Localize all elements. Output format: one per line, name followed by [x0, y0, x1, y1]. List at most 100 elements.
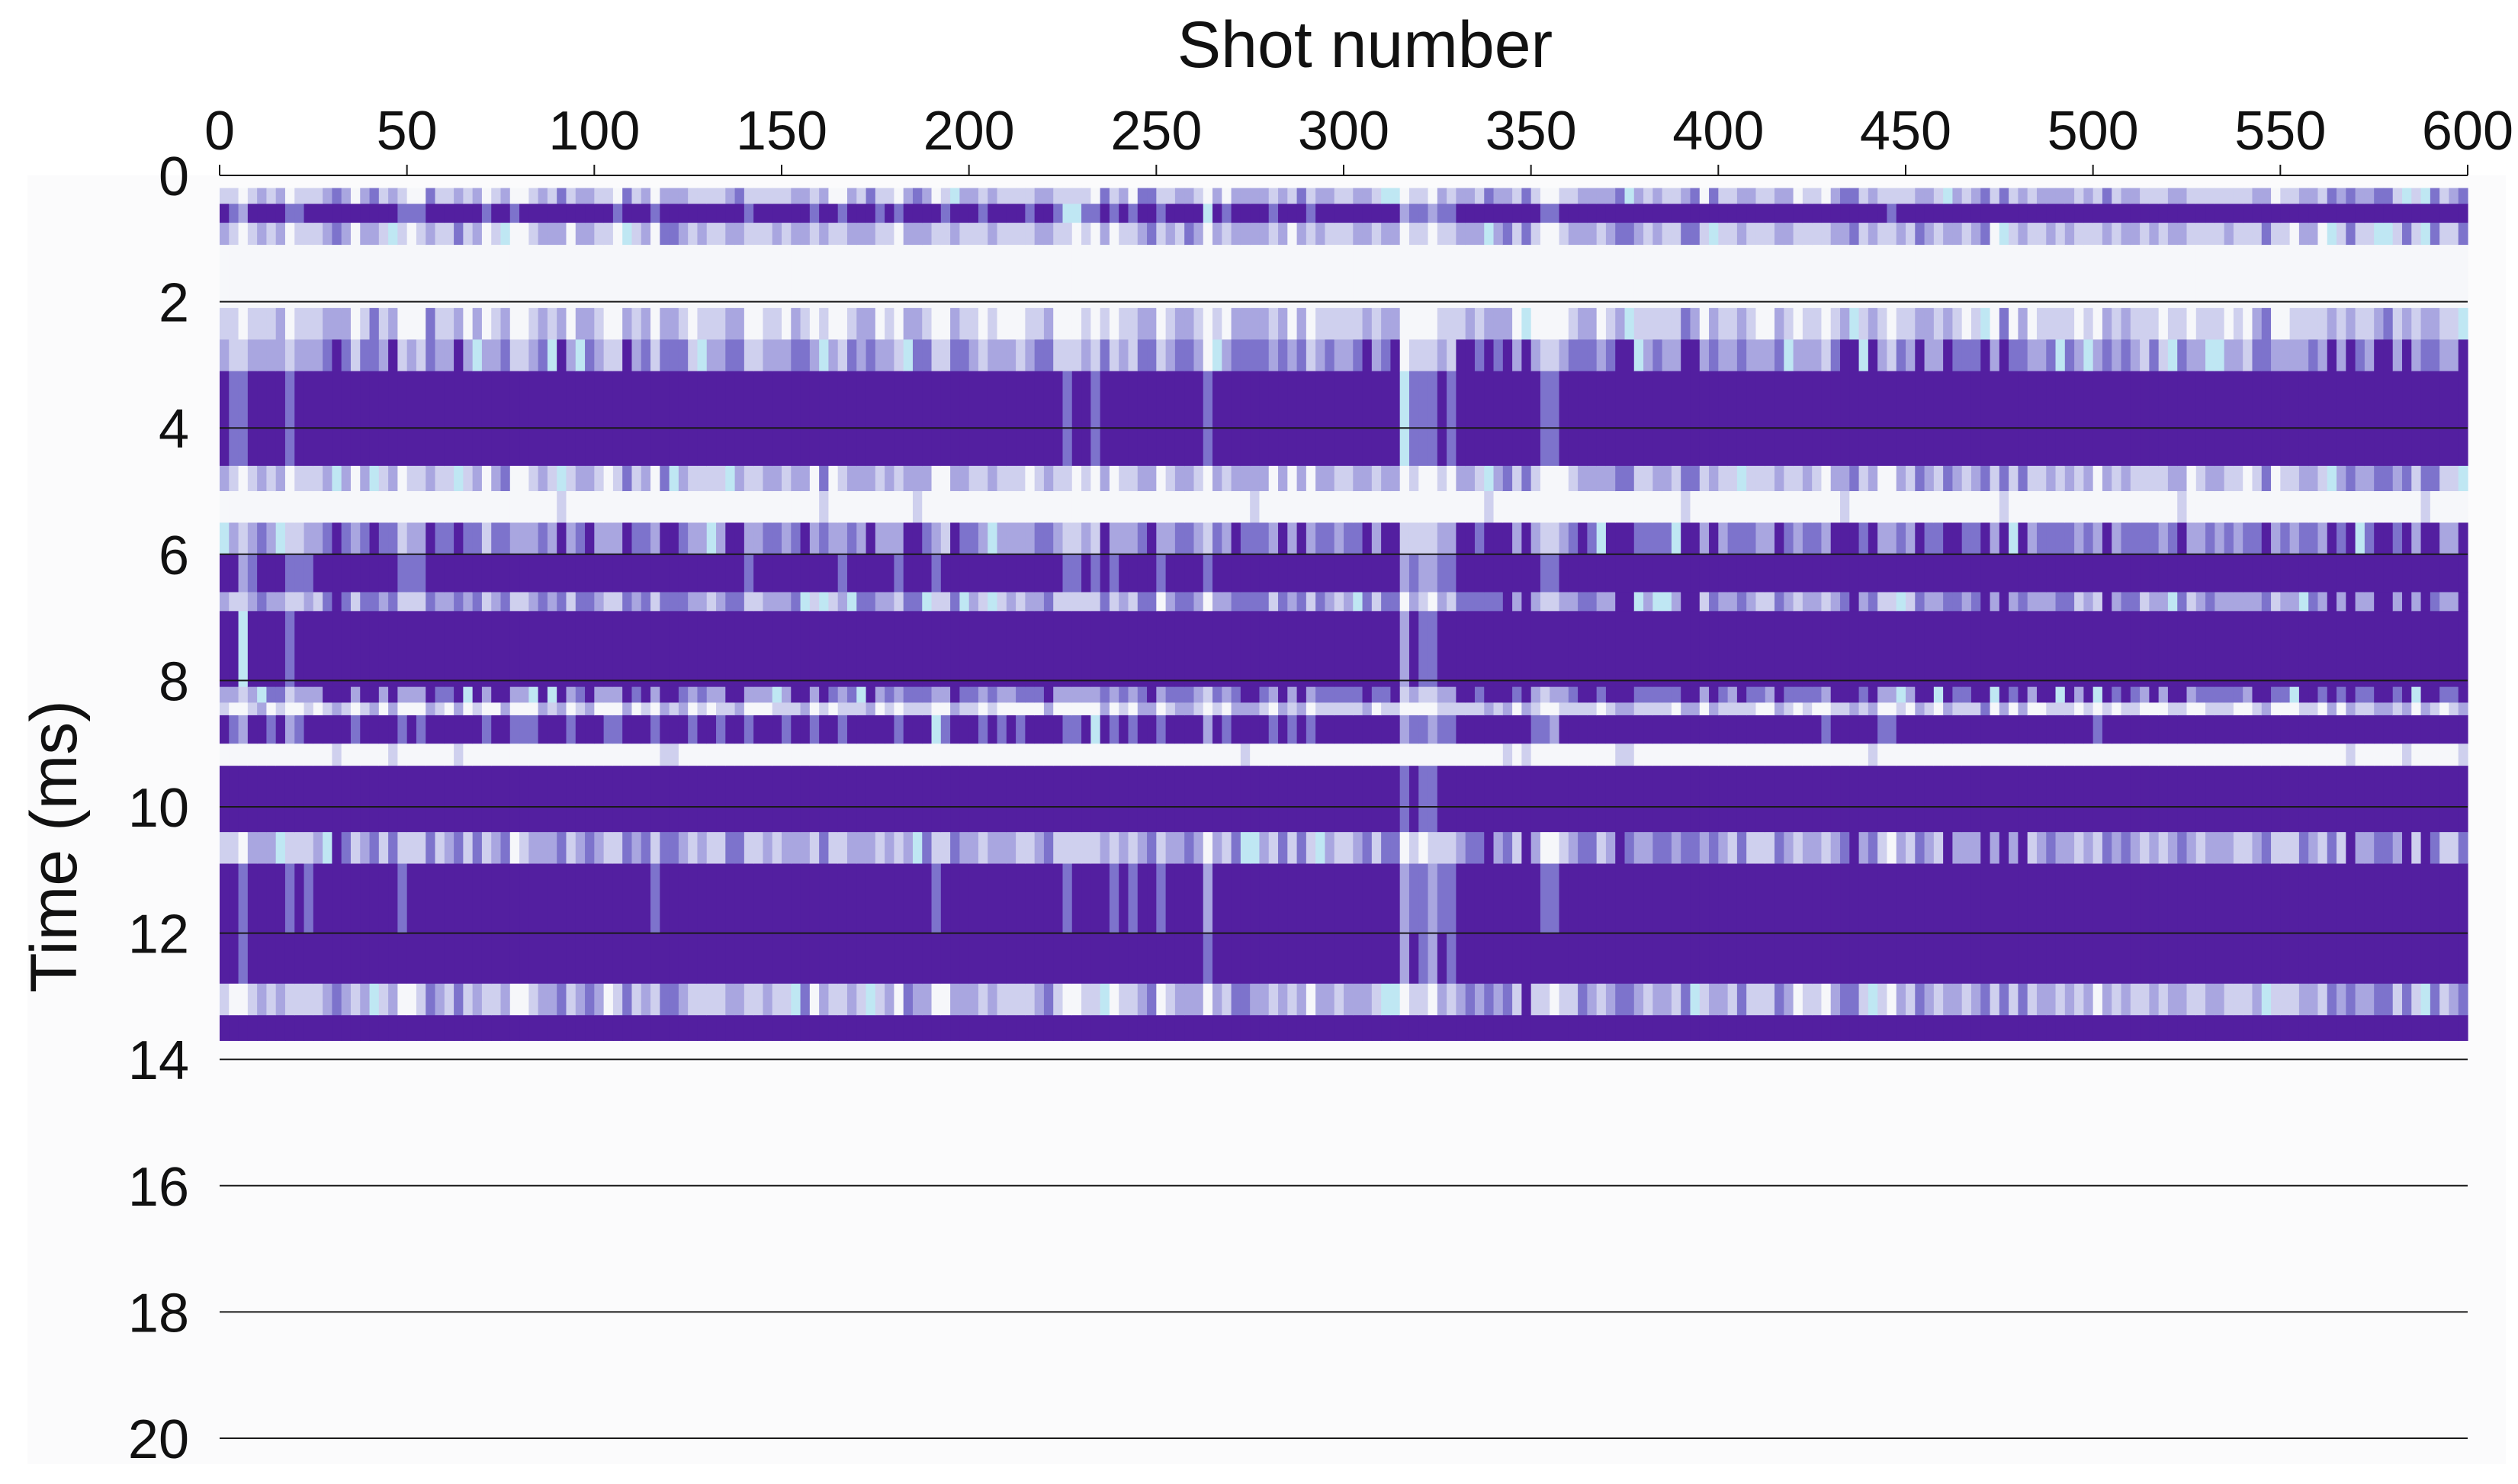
heatmap-cell — [378, 188, 389, 204]
heatmap-cell — [1512, 832, 1522, 865]
heatmap-cell — [1071, 611, 1082, 688]
heatmap-cell — [1652, 554, 1663, 593]
heatmap-cell — [772, 223, 782, 246]
heatmap-cell — [791, 339, 801, 372]
heatmap-cell — [1250, 715, 1261, 744]
heatmap-cell — [631, 245, 642, 309]
heatmap-cell — [2195, 863, 2206, 934]
heatmap-cell — [1521, 744, 1532, 766]
heatmap-cell — [2130, 371, 2141, 467]
heatmap-cell — [912, 766, 923, 833]
heatmap-cell — [612, 715, 623, 744]
heatmap-cell — [2167, 933, 2178, 985]
heatmap-cell — [1840, 686, 1850, 703]
heatmap-cell — [1980, 592, 1991, 612]
heatmap-cell — [1034, 702, 1045, 716]
heatmap-cell — [2036, 832, 2047, 865]
heatmap-cell — [1961, 371, 1972, 467]
heatmap-cell — [1793, 465, 1803, 492]
heatmap-cell — [894, 611, 904, 688]
heatmap-cell — [1371, 766, 1382, 833]
heatmap-cell — [1999, 307, 2009, 340]
heatmap-cell — [594, 592, 605, 612]
heatmap-cell — [669, 554, 679, 593]
heatmap-cell — [1596, 307, 1607, 340]
heatmap-cell — [538, 339, 548, 372]
heatmap-cell — [856, 188, 867, 204]
heatmap-cell — [266, 592, 277, 612]
heatmap-cell — [2177, 832, 2188, 865]
heatmap-cell — [1784, 933, 1794, 985]
heatmap-cell — [1765, 592, 1775, 612]
heatmap-cell — [650, 204, 660, 223]
heatmap-cell — [1662, 715, 1672, 744]
heatmap-cell — [481, 465, 492, 492]
heatmap-cell — [2074, 933, 2084, 985]
heatmap-cell — [1287, 204, 1298, 223]
heatmap-cell — [435, 933, 445, 985]
heatmap-cell — [406, 592, 417, 612]
heatmap-cell — [1465, 933, 1476, 985]
heatmap-cell — [744, 223, 754, 246]
heatmap-cell — [1970, 491, 1981, 523]
heatmap-cell — [1765, 983, 1775, 1016]
heatmap-cell — [1671, 522, 1681, 555]
heatmap-cell — [1624, 933, 1635, 985]
heatmap-cell — [1887, 307, 1897, 340]
heatmap-cell — [1830, 744, 1841, 766]
heatmap-cell — [697, 863, 708, 934]
heatmap-cell — [1325, 204, 1335, 223]
heatmap-cell — [697, 307, 708, 340]
heatmap-cell — [238, 204, 249, 223]
heatmap-cell — [1802, 744, 1813, 766]
heatmap-cell — [378, 245, 389, 309]
heatmap-cell — [1147, 983, 1157, 1016]
heatmap-cell — [341, 223, 352, 246]
heatmap-cell — [2027, 744, 2038, 766]
heatmap-cell — [2027, 522, 2038, 555]
heatmap-cell — [688, 744, 699, 766]
heatmap-cell — [1980, 188, 1991, 204]
heatmap-cell — [753, 465, 764, 492]
heatmap-cell — [557, 611, 567, 688]
heatmap-cell — [2083, 188, 2094, 204]
heatmap-cell — [2064, 188, 2075, 204]
heatmap-cell — [350, 371, 361, 467]
heatmap-cell — [547, 702, 557, 716]
heatmap-cell — [1381, 204, 1392, 223]
heatmap-cell — [341, 188, 352, 204]
heatmap-cell — [350, 933, 361, 985]
heatmap-cell — [238, 744, 249, 766]
heatmap-cell — [2036, 522, 2047, 555]
heatmap-cell — [1521, 245, 1532, 309]
heatmap-cell — [1840, 983, 1850, 1016]
heatmap-cell — [1006, 715, 1017, 744]
heatmap-cell — [1765, 245, 1775, 309]
heatmap-cell — [1568, 744, 1579, 766]
heatmap-cell — [1671, 1015, 1681, 1041]
heatmap-cell — [894, 744, 904, 766]
heatmap-cell — [885, 188, 894, 204]
heatmap-cell — [481, 592, 492, 612]
heatmap-cell — [416, 245, 426, 309]
heatmap-cell — [2092, 204, 2103, 223]
heatmap-cell — [2112, 744, 2122, 766]
heatmap-cell — [1081, 554, 1091, 593]
heatmap-cell — [1521, 611, 1532, 688]
heatmap-cell — [1250, 554, 1261, 593]
heatmap-cell — [388, 983, 398, 1016]
heatmap-cell — [782, 245, 792, 309]
heatmap-cell — [1268, 223, 1279, 246]
heatmap-cell — [2130, 744, 2141, 766]
heatmap-cell — [1502, 371, 1513, 467]
heatmap-cell — [1840, 766, 1850, 833]
heatmap-cell — [1109, 611, 1119, 688]
heatmap-cell — [1147, 744, 1157, 766]
heatmap-cell — [1709, 702, 1719, 716]
heatmap-cell — [2036, 188, 2047, 204]
heatmap-cell — [782, 832, 792, 865]
heatmap-cell — [931, 686, 942, 703]
heatmap-cell — [1193, 522, 1204, 555]
heatmap-cell — [2027, 307, 2038, 340]
heatmap-cell — [2130, 983, 2141, 1016]
